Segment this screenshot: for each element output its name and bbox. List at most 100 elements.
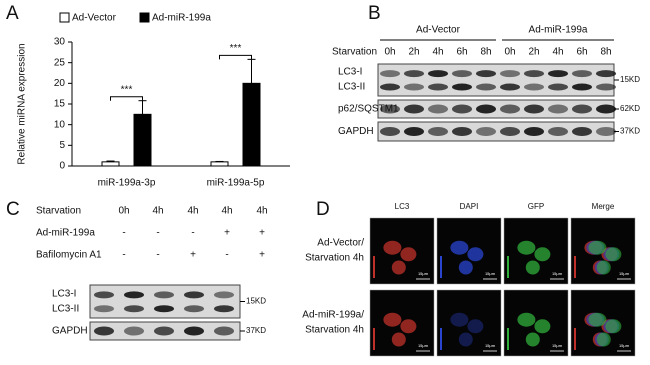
column-label: DAPI: [460, 202, 479, 211]
time-label: 0h: [504, 47, 515, 58]
cell: [605, 247, 622, 262]
intensity-bar: [574, 328, 576, 350]
cell: [400, 319, 417, 334]
band: [94, 291, 114, 299]
panel-letter: D: [316, 199, 330, 220]
blot-label: LC3-I: [338, 67, 362, 78]
band: [404, 83, 424, 91]
cell: [450, 240, 469, 255]
band: [94, 326, 114, 336]
scale-label: 15μm: [552, 271, 563, 276]
condition-label: Bafilomycin A1: [36, 250, 102, 261]
band: [94, 305, 114, 313]
band: [380, 127, 400, 136]
marker-label: 15KD: [246, 297, 266, 306]
time-label: 4h: [432, 47, 443, 58]
time-label: 2h: [408, 47, 419, 58]
band: [124, 291, 144, 299]
y-axis-label: Relative miRNA expression: [17, 43, 28, 164]
cell: [588, 312, 607, 327]
band: [596, 70, 616, 78]
condition-value: +: [259, 228, 265, 239]
band: [500, 70, 520, 78]
blot-label: GAPDH: [338, 126, 374, 137]
band: [476, 127, 496, 136]
y-tick-label: 20: [54, 78, 66, 89]
row-label: Starvation 4h: [305, 253, 364, 264]
panel-letter: B: [368, 3, 381, 24]
blot-label: LC3-II: [338, 82, 365, 93]
condition-label: Ad-miR-199a: [36, 228, 95, 239]
time-label: 6h: [576, 47, 587, 58]
band: [572, 70, 592, 78]
band: [548, 104, 568, 114]
significance-label: ***: [121, 84, 133, 95]
band: [124, 326, 144, 336]
band: [572, 83, 592, 91]
band: [524, 83, 544, 91]
intensity-bar: [373, 256, 375, 278]
marker-label: 37KD: [620, 127, 640, 136]
band: [476, 70, 496, 78]
cell: [596, 260, 611, 275]
time-label: 8h: [600, 47, 611, 58]
intensity-bar: [507, 328, 509, 350]
intensity-bar: [574, 256, 576, 278]
condition-value: 0h: [118, 206, 129, 217]
time-label: 6h: [456, 47, 467, 58]
cell: [400, 247, 417, 262]
condition-value: +: [224, 228, 230, 239]
band: [548, 83, 568, 91]
cell: [588, 240, 607, 255]
band: [124, 305, 144, 313]
blot-label: LC3-II: [52, 304, 79, 315]
cell: [383, 240, 402, 255]
band: [154, 326, 174, 336]
y-tick-label: 5: [59, 140, 65, 151]
band: [524, 104, 544, 114]
significance-bracket: [110, 96, 143, 101]
condition-value: -: [156, 228, 159, 239]
intensity-bar: [440, 256, 442, 278]
legend-swatch: [139, 12, 150, 23]
blot-label: LC3-I: [52, 289, 76, 300]
band: [452, 70, 472, 78]
y-tick-label: 10: [54, 119, 66, 130]
band: [548, 127, 568, 136]
time-label: 4h: [552, 47, 563, 58]
group-label: Ad-Vector: [416, 25, 461, 36]
blot-box: [377, 63, 615, 97]
band: [154, 305, 174, 313]
band: [452, 104, 472, 114]
blot-label: p62/SQSTM1: [338, 104, 399, 115]
scale-label: 15μm: [485, 343, 496, 348]
condition-value: 4h: [187, 206, 198, 217]
condition-value: -: [122, 250, 125, 261]
condition-value: -: [156, 250, 159, 261]
cell: [391, 332, 406, 347]
band: [476, 83, 496, 91]
scale-label: 15μm: [619, 271, 630, 276]
cell: [391, 260, 406, 275]
band: [476, 104, 496, 114]
y-tick-label: 30: [54, 37, 66, 48]
band: [500, 127, 520, 136]
panel-letter: C: [6, 199, 20, 220]
condition-value: -: [191, 228, 194, 239]
marker-label: 62KD: [620, 104, 640, 113]
band: [596, 104, 616, 114]
micrograph: [436, 289, 502, 357]
band: [214, 305, 234, 313]
condition-value: -: [122, 228, 125, 239]
cell: [383, 312, 402, 327]
intensity-bar: [440, 328, 442, 350]
band: [428, 83, 448, 91]
scale-label: 15μm: [418, 271, 429, 276]
time-label: 0h: [384, 47, 395, 58]
legend-label: Ad-miR-199a: [152, 13, 211, 24]
marker-label: 37KD: [246, 326, 266, 335]
band: [404, 70, 424, 78]
band: [572, 104, 592, 114]
bar: [101, 161, 120, 167]
band: [214, 291, 234, 299]
